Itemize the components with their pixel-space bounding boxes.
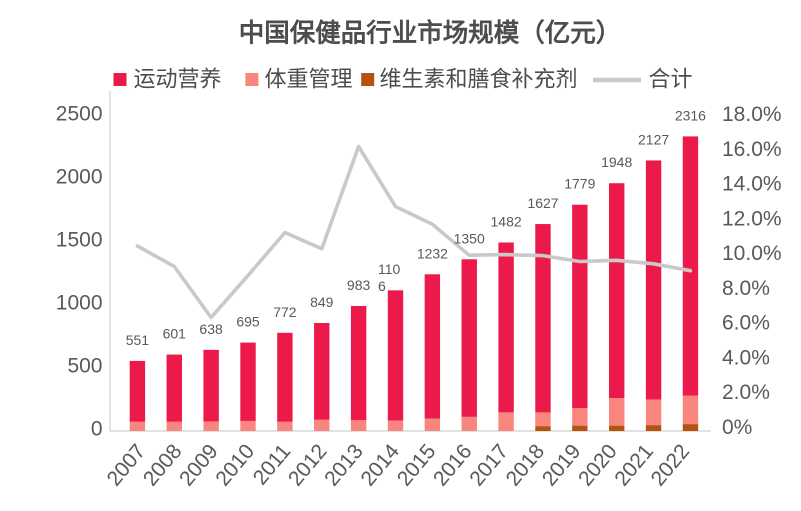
svg-text:601: 601 xyxy=(163,326,187,342)
svg-text:110: 110 xyxy=(378,261,401,277)
svg-text:6.0%: 6.0% xyxy=(722,312,770,335)
svg-text:18.0%: 18.0% xyxy=(722,103,782,126)
svg-text:8.0%: 8.0% xyxy=(722,277,770,300)
svg-text:1232: 1232 xyxy=(417,245,448,261)
svg-text:12.0%: 12.0% xyxy=(722,207,782,230)
svg-text:1779: 1779 xyxy=(564,176,595,192)
svg-text:维生素和膳食补充剂: 维生素和膳食补充剂 xyxy=(380,67,578,92)
svg-text:6: 6 xyxy=(378,278,386,294)
svg-text:16.0%: 16.0% xyxy=(722,138,782,161)
svg-text:4.0%: 4.0% xyxy=(722,346,770,369)
svg-text:1350: 1350 xyxy=(454,230,485,246)
svg-text:1000: 1000 xyxy=(56,291,103,314)
svg-text:1627: 1627 xyxy=(527,195,558,211)
svg-text:772: 772 xyxy=(273,304,297,320)
svg-text:551: 551 xyxy=(126,332,150,348)
svg-text:2316: 2316 xyxy=(675,107,706,123)
svg-text:2127: 2127 xyxy=(638,131,669,147)
svg-text:10.0%: 10.0% xyxy=(722,242,782,265)
svg-text:638: 638 xyxy=(199,321,223,337)
svg-text:983: 983 xyxy=(347,277,371,293)
svg-text:0%: 0% xyxy=(722,416,752,439)
svg-text:1500: 1500 xyxy=(56,228,103,251)
svg-text:1948: 1948 xyxy=(601,154,632,170)
svg-text:2.0%: 2.0% xyxy=(722,381,770,404)
svg-text:中国保健品行业市场规模（亿元）: 中国保健品行业市场规模（亿元） xyxy=(239,19,622,48)
svg-text:运动营养: 运动营养 xyxy=(134,67,222,92)
svg-text:849: 849 xyxy=(310,294,334,310)
svg-text:2000: 2000 xyxy=(56,165,103,188)
svg-text:1482: 1482 xyxy=(491,214,522,230)
svg-text:2500: 2500 xyxy=(56,102,103,125)
svg-text:合计: 合计 xyxy=(649,67,693,92)
svg-text:体重管理: 体重管理 xyxy=(265,67,353,92)
svg-text:500: 500 xyxy=(67,354,102,377)
svg-text:14.0%: 14.0% xyxy=(722,173,782,196)
svg-text:0: 0 xyxy=(91,417,103,440)
svg-text:695: 695 xyxy=(236,314,260,330)
